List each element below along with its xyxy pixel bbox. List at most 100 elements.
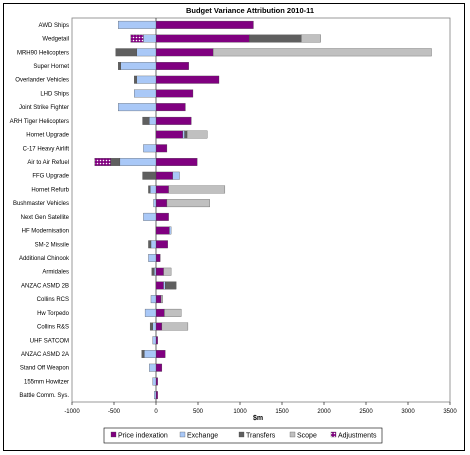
bar-scope-12	[168, 185, 226, 194]
bar-exchange-14	[143, 212, 157, 221]
bar-exchange-10	[119, 158, 157, 166]
bar-transfers-12	[148, 185, 151, 194]
bar-exchange-23	[152, 336, 157, 345]
legend-entry: Exchange	[187, 433, 218, 440]
x-tick-label: -500	[108, 409, 121, 415]
bar-exchange-15	[169, 226, 172, 235]
bar-exchange-1	[143, 34, 157, 43]
bar-price-indexation-19	[155, 281, 164, 290]
plot-area	[71, 17, 451, 403]
category-label: Hornet Refurb	[31, 187, 69, 193]
bar-price-indexation-23	[155, 336, 158, 345]
bar-scope-20	[160, 295, 163, 304]
legend-entry: Price indexation	[118, 433, 168, 440]
bar-exchange-25	[149, 363, 157, 372]
bar-exchange-26	[152, 377, 157, 386]
bar-exchange-19	[163, 281, 166, 290]
bar-exchange-8	[182, 130, 185, 139]
category-label: FFG Upgrade	[32, 174, 69, 180]
bar-scope-18	[163, 267, 172, 276]
bar-exchange-2	[136, 48, 157, 57]
category-label: Stand Off Weapon	[20, 366, 69, 372]
legend-swatch	[330, 431, 337, 438]
bar-price-indexation-18	[155, 267, 164, 276]
bar-price-indexation-4	[155, 75, 220, 84]
bar-transfers-1	[249, 34, 302, 43]
bar-price-indexation-10	[155, 158, 198, 166]
bar-price-indexation-15	[155, 226, 170, 235]
x-axis-ticks: -1000 -500 0 500 1000 1500 2000 2500 3000 3500	[64, 402, 457, 415]
bar-price-indexation-20	[155, 295, 162, 304]
bar-transfers-8	[184, 130, 188, 139]
category-label: Bushmaster Vehicles	[13, 201, 69, 207]
bar-price-indexation-14	[155, 212, 169, 221]
x-tick-label: 3500	[443, 409, 457, 415]
chart-frame	[3, 3, 465, 451]
legend: Price indexation Exchange Transfers Scope Ad…	[103, 427, 383, 444]
bar-price-indexation-2	[155, 48, 214, 57]
category-label: UHF SATCOM	[30, 338, 69, 344]
bar-price-indexation-8	[155, 130, 184, 139]
bar-scope-13	[166, 199, 210, 208]
legend-swatch	[179, 431, 186, 438]
x-tick-label: 2500	[359, 409, 373, 415]
x-tick-label: 2000	[317, 409, 331, 415]
bar-exchange-22	[152, 322, 157, 331]
category-label: LHD Ships	[40, 91, 69, 97]
category-label: AWD Ships	[39, 23, 69, 29]
bar-price-indexation-16	[155, 240, 168, 249]
bar-scope-22	[161, 322, 189, 331]
bar-exchange-12	[149, 185, 157, 194]
bar-exchange-4	[136, 75, 157, 84]
chart-title: Budget Variance Attribution 2010-11	[186, 6, 314, 15]
bar-price-indexation-13	[155, 199, 168, 208]
plot-border	[71, 17, 451, 403]
bar-price-indexation-24	[155, 350, 166, 358]
bar-scope-21	[164, 308, 182, 317]
bar-exchange-9	[143, 144, 157, 153]
legend-swatch	[289, 431, 296, 438]
bar-transfers-3	[118, 62, 121, 70]
legend-entry: Adjustments	[338, 433, 377, 440]
bar-price-indexation-5	[155, 89, 194, 98]
bar-transfers-16	[148, 240, 152, 249]
bar-price-indexation-1	[155, 34, 250, 43]
bars-group	[94, 20, 432, 400]
bar-exchange-3	[120, 62, 157, 70]
category-label: ARH Tiger Helicopters	[10, 119, 69, 125]
bar-price-indexation-25	[155, 363, 163, 372]
category-label: Wedgetail	[42, 37, 69, 43]
category-label: Battle Comm. Sys.	[19, 393, 69, 399]
legend-entry: Scope	[297, 433, 317, 440]
bar-price-indexation-26	[155, 377, 158, 386]
x-tick-label: 500	[193, 409, 204, 415]
bar-transfers-4	[134, 75, 137, 84]
category-label: Collins RCS	[37, 297, 69, 303]
bar-exchange-7	[149, 116, 157, 125]
bar-price-indexation-11	[155, 171, 173, 180]
bar-exchange-5	[134, 89, 157, 98]
category-label: Armidales	[42, 270, 69, 276]
category-label: C-17 Heavy Airlift	[23, 146, 70, 152]
bar-exchange-18	[154, 267, 157, 276]
legend-swatch	[110, 431, 117, 438]
category-label: MRH90 Helicopters	[17, 50, 69, 56]
bar-exchange-17	[148, 254, 157, 262]
bar-scope-8	[186, 130, 208, 139]
category-label: Joint Strike Fighter	[19, 105, 69, 111]
bar-exchange-24	[144, 350, 157, 358]
bar-price-indexation-22	[155, 322, 163, 331]
bar-price-indexation-12	[155, 185, 169, 194]
bar-transfers-7	[142, 116, 150, 125]
bar-price-indexation-9	[155, 144, 168, 153]
category-labels: AWD Ships Wedgetail MRH90 Helicopters Super…	[10, 23, 70, 399]
bar-exchange-21	[144, 308, 157, 317]
category-label: Super Hornet	[33, 64, 69, 70]
bar-adjustments-10	[94, 158, 111, 166]
category-label: Overlander Vehicles	[15, 78, 69, 84]
bar-price-indexation-7	[155, 116, 192, 125]
bar-price-indexation-3	[155, 62, 189, 70]
bar-transfers-11	[142, 171, 157, 180]
x-axis-label: $m	[253, 415, 263, 422]
x-tick-label: 0	[154, 409, 158, 415]
